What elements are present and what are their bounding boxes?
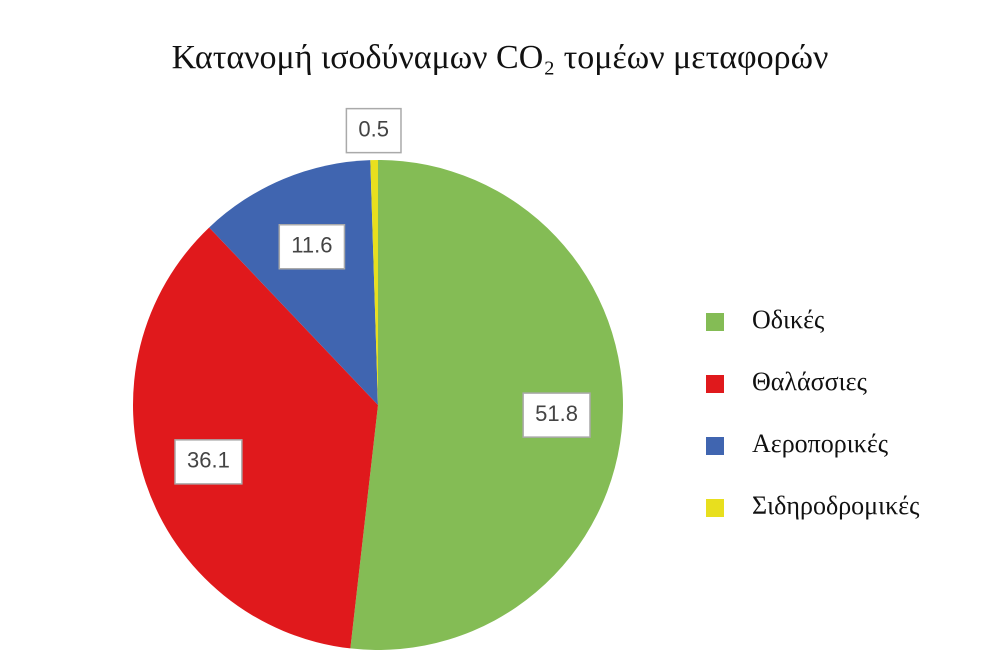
legend-text: Οδικές <box>752 305 825 334</box>
value-label-box <box>345 107 402 154</box>
legend-swatch <box>706 499 724 517</box>
legend-text: Σιδηροδρομικές <box>752 491 920 520</box>
value-label: 36.1 <box>187 448 230 473</box>
value-label: 51.8 <box>535 401 578 426</box>
legend-text: Θαλάσσιες <box>752 367 868 396</box>
legend-swatch <box>706 437 724 455</box>
pie-slice <box>350 159 624 650</box>
pie-slice <box>133 227 378 649</box>
chart-title: Κατανομή ισοδύναμων CO₂ τομέων μεταφορών <box>172 39 829 76</box>
value-label-box <box>174 439 243 485</box>
legend-text: Αεροπορικές <box>752 429 889 458</box>
value-label: 0.5 <box>358 116 389 141</box>
value-label-box <box>522 392 591 438</box>
value-label-box <box>278 224 346 270</box>
legend-swatch <box>706 375 724 393</box>
pie-slice <box>209 160 378 405</box>
legend-swatch <box>706 313 724 331</box>
value-label: 11.6 <box>291 233 332 258</box>
pie-slice <box>370 160 378 405</box>
